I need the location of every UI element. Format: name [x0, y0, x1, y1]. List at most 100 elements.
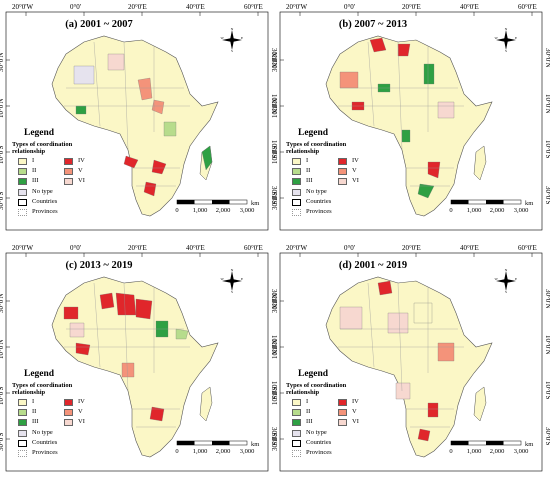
legend-type-label: II: [306, 408, 311, 415]
latitude-label: 30°0'S: [271, 432, 279, 451]
map-canvas: [279, 252, 543, 472]
region: [339, 71, 359, 89]
legend-countries-label: Countries: [306, 439, 332, 446]
region: [163, 121, 177, 137]
legend-type-label: II: [32, 167, 37, 174]
legend-swatch-no-type: [18, 430, 27, 437]
region: [143, 181, 157, 197]
region: [73, 65, 95, 85]
latitude-label: 10°0'N: [271, 98, 279, 118]
panel-title: (c) 2013 ~ 2019: [65, 260, 133, 271]
legend-type-label: V: [78, 408, 83, 415]
panel-title: (a) 2001 ~ 2007: [65, 19, 133, 30]
legend-type-label: II: [32, 408, 37, 415]
panel-title: (b) 2007 ~ 2013: [338, 19, 408, 30]
latitude-label: 10°0'S: [271, 145, 279, 164]
region: [427, 402, 439, 418]
longitude-label: 20°0'E: [128, 3, 147, 11]
svg-text:S: S: [231, 290, 233, 293]
longitude-label: 0°0': [344, 3, 356, 11]
region: [115, 292, 137, 316]
legend-type-label: IV: [78, 398, 85, 405]
svg-text:E: E: [515, 36, 517, 40]
region: [377, 280, 393, 296]
legend-type-label: I: [32, 157, 35, 164]
latitude-label: 30°0'N: [271, 52, 279, 72]
legend-swatch: [292, 399, 301, 406]
svg-text:3,000: 3,000: [240, 207, 255, 214]
latitude-label-right: 10°0'S: [544, 381, 550, 400]
latitude-label: 10°0'N: [271, 339, 279, 359]
legend-swatch: [64, 399, 73, 406]
region: [135, 298, 153, 320]
longitude-label: 60°0'E: [518, 244, 537, 252]
legend-type-label: I: [306, 157, 309, 164]
svg-text:N: N: [231, 28, 234, 31]
legend-countries-label: Countries: [32, 439, 58, 446]
legend-type-label: III: [32, 177, 39, 184]
legend-type-label: II: [306, 167, 311, 174]
latitude-label-right: 10°0'S: [544, 140, 550, 159]
legend-type-label: IV: [78, 157, 85, 164]
svg-text:W: W: [221, 36, 225, 40]
legend-swatch-countries: [18, 199, 27, 206]
svg-text:1,000: 1,000: [467, 448, 482, 455]
svg-text:S: S: [505, 290, 507, 293]
legend-type-label: VI: [352, 177, 359, 184]
longitude-label: 20°0'W: [12, 244, 34, 252]
region: [387, 312, 409, 334]
latitude-label: 10°0'N: [0, 98, 5, 118]
legend-provinces-label: Provinces: [306, 208, 332, 215]
legend-swatch: [338, 168, 347, 175]
longitude-label: 20°0'E: [402, 3, 421, 11]
legend-no-type-label: No type: [32, 429, 53, 436]
legend-swatch: [338, 399, 347, 406]
region: [417, 428, 431, 442]
legend-swatch: [292, 409, 301, 416]
legend-swatch: [18, 419, 27, 426]
legend-no-type-label: No type: [306, 429, 327, 436]
svg-text:2,000: 2,000: [490, 207, 505, 214]
legend-type-label: V: [352, 408, 357, 415]
legend-swatch-provinces: [292, 209, 301, 216]
longitude-label: 0°0': [70, 3, 82, 11]
legend-type-label: I: [306, 398, 309, 405]
region: [99, 292, 115, 310]
latitude-label: 30°0'S: [0, 191, 5, 210]
svg-text:W: W: [495, 36, 499, 40]
legend-type-label: V: [352, 167, 357, 174]
legend-subtitle: Types of coordination relationship: [12, 382, 73, 396]
region: [175, 328, 189, 340]
north-arrow-icon: N S W E: [494, 28, 518, 52]
latitude-label: 10°0'S: [0, 145, 5, 164]
latitude-label-right: 10°0'N: [544, 335, 550, 355]
legend-swatch: [64, 178, 73, 185]
legend-type-label: V: [78, 167, 83, 174]
legend-subtitle: Types of coordination relationship: [286, 141, 347, 155]
legend-swatch: [292, 168, 301, 175]
map-panel-c: (c) 2013 ~ 2019 20°0'W 0°0' 20°0'E 40°0'E 60°…: [0, 243, 278, 479]
longitude-label: 40°0'E: [460, 3, 479, 11]
longitude-label: 40°0'E: [460, 244, 479, 252]
legend-swatch: [64, 409, 73, 416]
svg-text:0: 0: [449, 448, 452, 455]
legend-swatch-countries: [292, 199, 301, 206]
latitude-label-right: 30°0'S: [544, 186, 550, 205]
legend-provinces-label: Provinces: [306, 449, 332, 456]
legend-swatch: [18, 158, 27, 165]
legend-swatch-provinces: [292, 450, 301, 457]
svg-text:2,000: 2,000: [216, 448, 231, 455]
legend-title: Legend: [24, 128, 55, 138]
map-canvas: [5, 11, 269, 231]
legend-title: Legend: [298, 369, 329, 379]
svg-text:1,000: 1,000: [467, 207, 482, 214]
svg-text:W: W: [221, 277, 225, 281]
scale-bar: 0 1,000 2,000 3,000 km: [443, 439, 543, 461]
region: [427, 161, 441, 179]
svg-text:km: km: [525, 200, 533, 207]
latitude-label: 30°0'S: [0, 432, 5, 451]
svg-text:0: 0: [175, 448, 178, 455]
legend-type-label: III: [32, 418, 39, 425]
legend-swatch: [292, 178, 301, 185]
region: [395, 382, 411, 400]
